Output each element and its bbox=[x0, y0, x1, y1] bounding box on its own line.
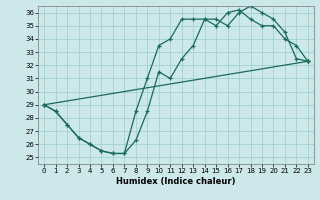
X-axis label: Humidex (Indice chaleur): Humidex (Indice chaleur) bbox=[116, 177, 236, 186]
